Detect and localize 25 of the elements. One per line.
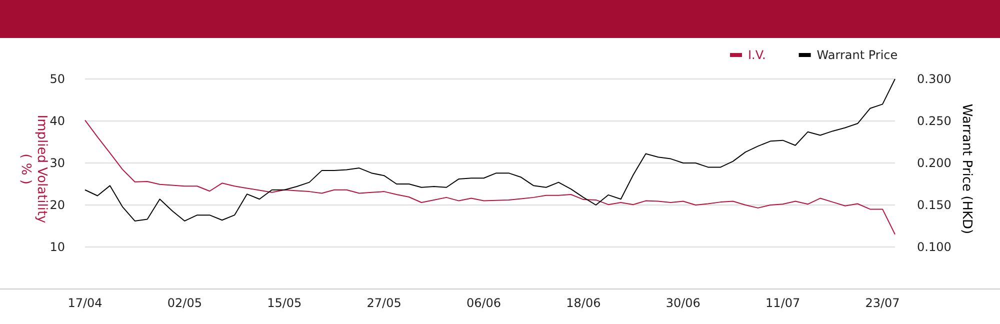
x-tick-label: 27/05 <box>366 296 402 310</box>
y-tick-label: 50 <box>50 72 65 86</box>
y-tick-label: 10 <box>50 240 65 254</box>
y-tick-label: 40 <box>50 114 65 128</box>
y2-tick-label: 0.150 <box>917 198 952 212</box>
y2-tick-label: 0.250 <box>917 114 952 128</box>
x-tick-label: 02/05 <box>167 296 202 310</box>
y2-tick-label: 0.200 <box>917 156 952 170</box>
x-tick-label: 06/06 <box>466 296 502 310</box>
x-tick-label: 18/06 <box>566 296 601 310</box>
y-tick-label: 30 <box>50 156 65 170</box>
y-tick-label: 20 <box>50 198 65 212</box>
y2-tick-label: 0.300 <box>917 72 952 86</box>
y2-tick-label: 0.100 <box>917 240 952 254</box>
line-series <box>84 120 896 235</box>
x-tick-label: 11/07 <box>766 296 800 310</box>
line-series <box>84 78 896 222</box>
x-tick-label: 30/06 <box>666 296 700 310</box>
legend-label: I.V. <box>748 48 766 62</box>
y2-axis-title: Warrant Price (HKD) <box>959 104 974 234</box>
x-tick-label: 17/04 <box>68 296 102 310</box>
x-tick-label: 15/05 <box>267 296 302 310</box>
y-axis-title: Implied Volatility ( % ) <box>18 114 49 224</box>
legend-label: Warrant Price <box>816 48 898 62</box>
x-tick-label: 23/07 <box>865 296 900 310</box>
